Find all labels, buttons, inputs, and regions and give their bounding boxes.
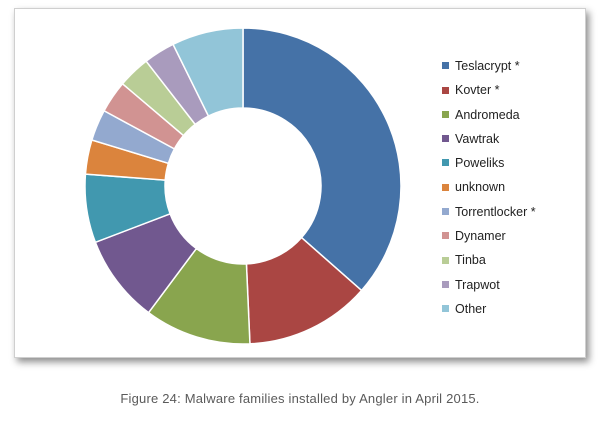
- legend-label: Dynamer: [455, 229, 506, 244]
- legend-label: Torrentlocker *: [455, 204, 536, 219]
- legend-item: Andromeda: [442, 103, 536, 127]
- legend-label: Teslacrypt *: [455, 59, 520, 73]
- legend-item: Torrentlocker *: [442, 200, 536, 224]
- legend-item: Other: [442, 297, 536, 321]
- legend-label: Andromeda: [455, 107, 520, 122]
- legend-swatch: [442, 110, 449, 118]
- legend-swatch: [442, 159, 449, 167]
- legend-swatch: [442, 207, 449, 215]
- legend-item: Dynamer: [442, 224, 536, 248]
- donut-chart: [84, 27, 402, 345]
- legend-swatch: [442, 183, 449, 191]
- legend-swatch: [442, 62, 449, 70]
- legend-swatch: [442, 232, 449, 240]
- legend-label: Trapwot: [455, 277, 500, 292]
- legend-item: Poweliks: [442, 151, 536, 175]
- legend-label: unknown: [455, 180, 506, 195]
- legend-item: Teslacrypt *: [442, 54, 536, 78]
- legend-item: Vawtrak: [442, 127, 536, 151]
- chart-frame: Teslacrypt * Kovter * Andromeda Vawtrak Powe…: [14, 8, 586, 358]
- donut-slice-teslacrypt: [242, 27, 402, 292]
- legend-label: Kovter *: [455, 83, 500, 98]
- legend-swatch: [442, 256, 449, 264]
- figure-caption: Figure 24: Malware families installed by…: [120, 391, 480, 406]
- chart-legend: Teslacrypt * Kovter * Andromeda Vawtrak Powe…: [442, 54, 536, 321]
- legend-item: Trapwot: [442, 273, 536, 297]
- legend-label: Tinba: [455, 253, 486, 268]
- donut-slice-other: [172, 27, 244, 118]
- legend-swatch: [442, 280, 449, 288]
- legend-label: Vawtrak: [455, 131, 500, 146]
- legend-item: Kovter *: [442, 78, 536, 102]
- legend-item: unknown: [442, 175, 536, 199]
- legend-swatch: [442, 305, 449, 313]
- legend-item: Tinba: [442, 248, 536, 272]
- legend-label: Other: [455, 301, 487, 316]
- legend-label: Poweliks: [455, 156, 505, 171]
- legend-swatch: [442, 86, 449, 94]
- legend-swatch: [442, 135, 449, 143]
